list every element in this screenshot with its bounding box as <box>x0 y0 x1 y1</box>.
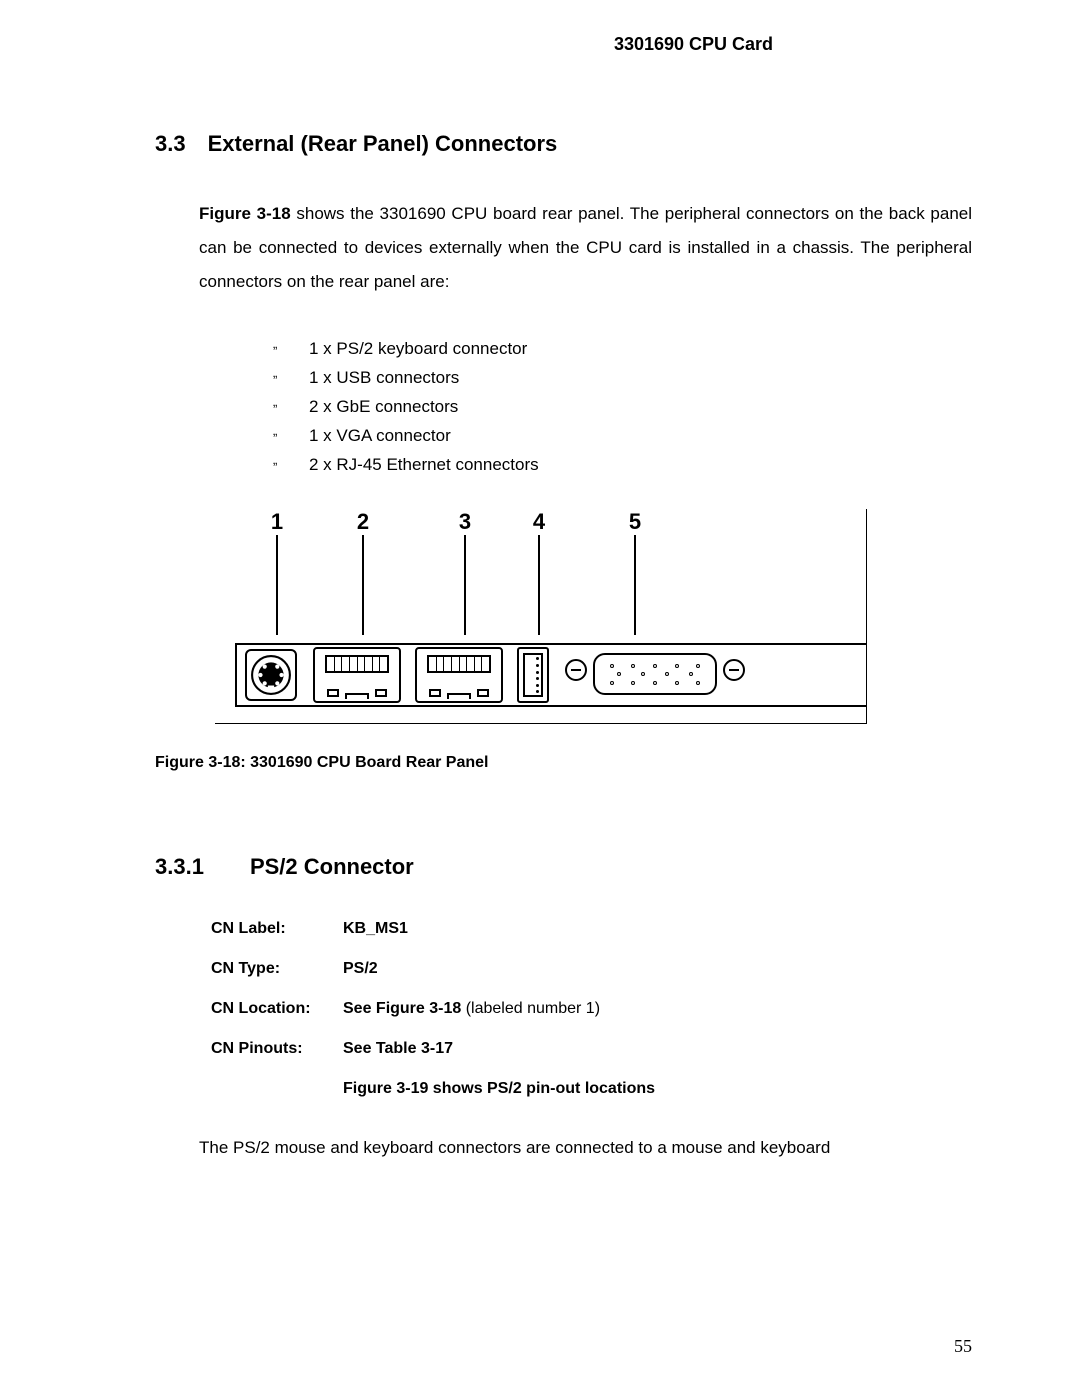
prop-label: CN Location: <box>211 1000 343 1018</box>
rj45-port-icon <box>313 647 401 703</box>
prop-row: CN Label: KB_MS1 <box>211 920 972 938</box>
diagram-label-1: 1 <box>271 509 283 535</box>
vga-port-icon <box>593 653 717 695</box>
section-heading: 3.3 External (Rear Panel) Connectors <box>155 131 972 157</box>
subsection-title: PS/2 Connector <box>250 854 414 879</box>
diagram-leader <box>464 535 466 635</box>
section-title: External (Rear Panel) Connectors <box>208 131 558 156</box>
bullet-item: 2 x RJ-45 Ethernet connectors <box>273 451 972 480</box>
doc-header: 3301690 CPU Card <box>415 34 972 55</box>
diagram-leader <box>362 535 364 635</box>
prop-row: CN Location: See Figure 3-18 (labeled nu… <box>211 1000 972 1018</box>
subsection-heading: 3.3.1 PS/2 Connector <box>155 854 972 880</box>
prop-row: CN Type: PS/2 <box>211 960 972 978</box>
diagram-leader <box>276 535 278 635</box>
bullet-item: 1 x USB connectors <box>273 364 972 393</box>
prop-label: CN Type: <box>211 960 343 978</box>
connector-properties: CN Label: KB_MS1 CN Type: PS/2 CN Locati… <box>211 920 972 1098</box>
figure-3-18: 1 2 3 4 5 <box>171 509 972 724</box>
prop-value-bold: See Table 3-17 <box>343 1040 453 1057</box>
diagram-leader <box>634 535 636 635</box>
prop-extra-line: Figure 3-19 shows PS/2 pin-out locations <box>343 1080 972 1098</box>
prop-value-bold: See Figure 3-18 <box>343 1000 461 1017</box>
prop-label: CN Label: <box>211 920 343 938</box>
prop-value: PS/2 <box>343 960 378 978</box>
diagram-label-3: 3 <box>459 509 471 535</box>
bullet-item: 1 x PS/2 keyboard connector <box>273 335 972 364</box>
bullet-item: 1 x VGA connector <box>273 422 972 451</box>
ps2-port-icon <box>245 649 297 701</box>
prop-row: CN Pinouts: See Table 3-17 <box>211 1040 972 1058</box>
prop-value: See Table 3-17 <box>343 1040 453 1058</box>
subsection-number: 3.3.1 <box>155 854 204 880</box>
diagram-label-5: 5 <box>629 509 641 535</box>
prop-value: See Figure 3-18 (labeled number 1) <box>343 1000 600 1018</box>
bullet-list: 1 x PS/2 keyboard connector 1 x USB conn… <box>273 335 972 479</box>
prop-value-bold: PS/2 <box>343 960 378 977</box>
rear-panel-diagram: 1 2 3 4 5 <box>215 509 867 724</box>
prop-value-rest: (labeled number 1) <box>461 1000 600 1017</box>
diagram-leader <box>538 535 540 635</box>
intro-paragraph: Figure 3-18 shows the 3301690 CPU board … <box>199 197 972 299</box>
prop-value: KB_MS1 <box>343 920 408 938</box>
intro-text: shows the 3301690 CPU board rear panel. … <box>199 204 972 291</box>
figure-caption: Figure 3-18: 3301690 CPU Board Rear Pane… <box>155 754 972 772</box>
page-number: 55 <box>954 1336 972 1357</box>
rj45-port-icon <box>415 647 503 703</box>
diagram-label-4: 4 <box>533 509 545 535</box>
usb-port-icon <box>517 647 549 703</box>
section-number: 3.3 <box>155 131 186 157</box>
prop-label: CN Pinouts: <box>211 1040 343 1058</box>
diagram-label-2: 2 <box>357 509 369 535</box>
bullet-item: 2 x GbE connectors <box>273 393 972 422</box>
prop-value-bold: KB_MS1 <box>343 920 408 937</box>
closing-paragraph: The PS/2 mouse and keyboard connectors a… <box>199 1138 972 1158</box>
figure-ref-bold: Figure 3-18 <box>199 204 291 223</box>
